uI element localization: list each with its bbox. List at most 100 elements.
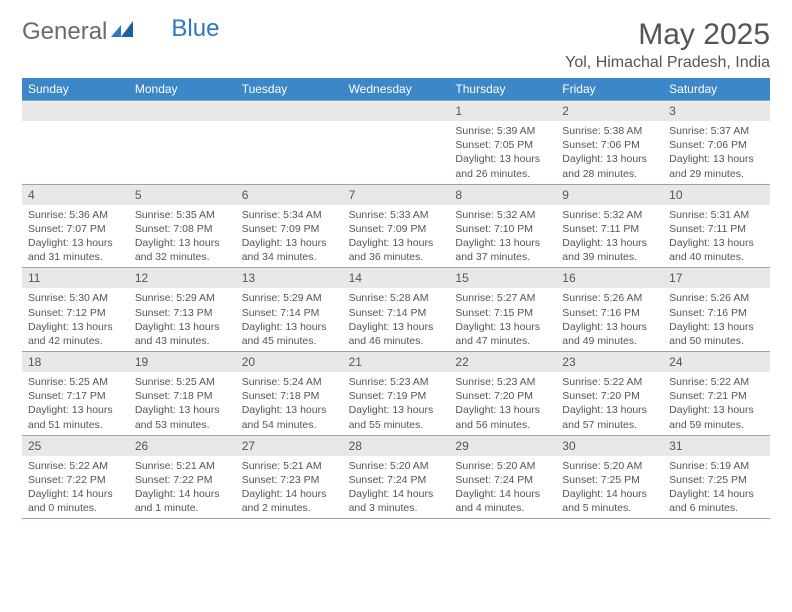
day-cell: 24Sunrise: 5:22 AMSunset: 7:21 PMDayligh… xyxy=(663,352,770,435)
day-cell: 25Sunrise: 5:22 AMSunset: 7:22 PMDayligh… xyxy=(22,436,129,519)
day-cell xyxy=(343,101,450,184)
day-body: Sunrise: 5:20 AMSunset: 7:24 PMDaylight:… xyxy=(449,456,556,519)
weekday-cell: Monday xyxy=(129,78,236,100)
day-cell: 13Sunrise: 5:29 AMSunset: 7:14 PMDayligh… xyxy=(236,268,343,351)
logo: General Blue xyxy=(22,18,219,46)
day-body: Sunrise: 5:28 AMSunset: 7:14 PMDaylight:… xyxy=(343,288,450,351)
day-cell: 21Sunrise: 5:23 AMSunset: 7:19 PMDayligh… xyxy=(343,352,450,435)
day-cell: 23Sunrise: 5:22 AMSunset: 7:20 PMDayligh… xyxy=(556,352,663,435)
day-number: 2 xyxy=(556,101,663,121)
day-number: 22 xyxy=(449,352,556,372)
day-number: 14 xyxy=(343,268,450,288)
day-cell: 28Sunrise: 5:20 AMSunset: 7:24 PMDayligh… xyxy=(343,436,450,519)
day-cell: 3Sunrise: 5:37 AMSunset: 7:06 PMDaylight… xyxy=(663,101,770,184)
day-cell: 15Sunrise: 5:27 AMSunset: 7:15 PMDayligh… xyxy=(449,268,556,351)
day-cell: 27Sunrise: 5:21 AMSunset: 7:23 PMDayligh… xyxy=(236,436,343,519)
day-cell: 11Sunrise: 5:30 AMSunset: 7:12 PMDayligh… xyxy=(22,268,129,351)
day-number: 28 xyxy=(343,436,450,456)
day-cell: 10Sunrise: 5:31 AMSunset: 7:11 PMDayligh… xyxy=(663,185,770,268)
day-body: Sunrise: 5:26 AMSunset: 7:16 PMDaylight:… xyxy=(556,288,663,351)
week-row: 25Sunrise: 5:22 AMSunset: 7:22 PMDayligh… xyxy=(22,436,770,520)
day-number: 6 xyxy=(236,185,343,205)
week-row: 18Sunrise: 5:25 AMSunset: 7:17 PMDayligh… xyxy=(22,352,770,436)
day-body: Sunrise: 5:32 AMSunset: 7:10 PMDaylight:… xyxy=(449,205,556,268)
day-number: 29 xyxy=(449,436,556,456)
day-body: Sunrise: 5:24 AMSunset: 7:18 PMDaylight:… xyxy=(236,372,343,435)
day-body: Sunrise: 5:37 AMSunset: 7:06 PMDaylight:… xyxy=(663,121,770,184)
day-number: 31 xyxy=(663,436,770,456)
day-body: Sunrise: 5:33 AMSunset: 7:09 PMDaylight:… xyxy=(343,205,450,268)
day-cell: 19Sunrise: 5:25 AMSunset: 7:18 PMDayligh… xyxy=(129,352,236,435)
day-body: Sunrise: 5:34 AMSunset: 7:09 PMDaylight:… xyxy=(236,205,343,268)
day-cell: 7Sunrise: 5:33 AMSunset: 7:09 PMDaylight… xyxy=(343,185,450,268)
day-cell xyxy=(129,101,236,184)
day-body: Sunrise: 5:35 AMSunset: 7:08 PMDaylight:… xyxy=(129,205,236,268)
day-number: 3 xyxy=(663,101,770,121)
day-number: 9 xyxy=(556,185,663,205)
day-number: 7 xyxy=(343,185,450,205)
day-body: Sunrise: 5:22 AMSunset: 7:22 PMDaylight:… xyxy=(22,456,129,519)
day-body: Sunrise: 5:38 AMSunset: 7:06 PMDaylight:… xyxy=(556,121,663,184)
weekday-cell: Friday xyxy=(556,78,663,100)
day-number: 17 xyxy=(663,268,770,288)
month-title: May 2025 xyxy=(565,18,770,52)
day-number: 13 xyxy=(236,268,343,288)
day-number: 23 xyxy=(556,352,663,372)
day-body: Sunrise: 5:19 AMSunset: 7:25 PMDaylight:… xyxy=(663,456,770,519)
day-body: Sunrise: 5:21 AMSunset: 7:22 PMDaylight:… xyxy=(129,456,236,519)
day-body: Sunrise: 5:21 AMSunset: 7:23 PMDaylight:… xyxy=(236,456,343,519)
day-number: 25 xyxy=(22,436,129,456)
day-number: 30 xyxy=(556,436,663,456)
day-number: 11 xyxy=(22,268,129,288)
weekday-cell: Tuesday xyxy=(236,78,343,100)
day-cell: 18Sunrise: 5:25 AMSunset: 7:17 PMDayligh… xyxy=(22,352,129,435)
day-number: 15 xyxy=(449,268,556,288)
day-cell: 8Sunrise: 5:32 AMSunset: 7:10 PMDaylight… xyxy=(449,185,556,268)
day-body: Sunrise: 5:25 AMSunset: 7:18 PMDaylight:… xyxy=(129,372,236,435)
day-number: 16 xyxy=(556,268,663,288)
day-cell: 6Sunrise: 5:34 AMSunset: 7:09 PMDaylight… xyxy=(236,185,343,268)
empty-day-header xyxy=(236,101,343,121)
day-number: 12 xyxy=(129,268,236,288)
day-number: 18 xyxy=(22,352,129,372)
day-cell: 14Sunrise: 5:28 AMSunset: 7:14 PMDayligh… xyxy=(343,268,450,351)
day-body: Sunrise: 5:20 AMSunset: 7:24 PMDaylight:… xyxy=(343,456,450,519)
day-number: 26 xyxy=(129,436,236,456)
day-cell: 20Sunrise: 5:24 AMSunset: 7:18 PMDayligh… xyxy=(236,352,343,435)
day-body: Sunrise: 5:25 AMSunset: 7:17 PMDaylight:… xyxy=(22,372,129,435)
day-body: Sunrise: 5:22 AMSunset: 7:21 PMDaylight:… xyxy=(663,372,770,435)
day-body: Sunrise: 5:20 AMSunset: 7:25 PMDaylight:… xyxy=(556,456,663,519)
day-cell: 16Sunrise: 5:26 AMSunset: 7:16 PMDayligh… xyxy=(556,268,663,351)
day-number: 27 xyxy=(236,436,343,456)
empty-day-header xyxy=(22,101,129,121)
day-cell: 1Sunrise: 5:39 AMSunset: 7:05 PMDaylight… xyxy=(449,101,556,184)
logo-icon xyxy=(111,18,137,46)
day-number: 5 xyxy=(129,185,236,205)
weekday-cell: Sunday xyxy=(22,78,129,100)
day-number: 4 xyxy=(22,185,129,205)
day-body: Sunrise: 5:36 AMSunset: 7:07 PMDaylight:… xyxy=(22,205,129,268)
day-body: Sunrise: 5:32 AMSunset: 7:11 PMDaylight:… xyxy=(556,205,663,268)
day-body: Sunrise: 5:27 AMSunset: 7:15 PMDaylight:… xyxy=(449,288,556,351)
day-cell: 5Sunrise: 5:35 AMSunset: 7:08 PMDaylight… xyxy=(129,185,236,268)
location: Yol, Himachal Pradesh, India xyxy=(565,54,770,72)
day-cell: 4Sunrise: 5:36 AMSunset: 7:07 PMDaylight… xyxy=(22,185,129,268)
day-number: 10 xyxy=(663,185,770,205)
day-body: Sunrise: 5:39 AMSunset: 7:05 PMDaylight:… xyxy=(449,121,556,184)
day-cell: 12Sunrise: 5:29 AMSunset: 7:13 PMDayligh… xyxy=(129,268,236,351)
day-number: 24 xyxy=(663,352,770,372)
day-cell: 26Sunrise: 5:21 AMSunset: 7:22 PMDayligh… xyxy=(129,436,236,519)
day-number: 19 xyxy=(129,352,236,372)
day-body: Sunrise: 5:30 AMSunset: 7:12 PMDaylight:… xyxy=(22,288,129,351)
weekday-cell: Wednesday xyxy=(343,78,450,100)
day-number: 1 xyxy=(449,101,556,121)
empty-day-header xyxy=(129,101,236,121)
day-cell: 30Sunrise: 5:20 AMSunset: 7:25 PMDayligh… xyxy=(556,436,663,519)
day-body: Sunrise: 5:23 AMSunset: 7:19 PMDaylight:… xyxy=(343,372,450,435)
calendar: SundayMondayTuesdayWednesdayThursdayFrid… xyxy=(22,78,770,519)
day-body: Sunrise: 5:29 AMSunset: 7:14 PMDaylight:… xyxy=(236,288,343,351)
logo-text-1: General xyxy=(22,18,107,46)
day-cell: 9Sunrise: 5:32 AMSunset: 7:11 PMDaylight… xyxy=(556,185,663,268)
week-row: 11Sunrise: 5:30 AMSunset: 7:12 PMDayligh… xyxy=(22,268,770,352)
day-body: Sunrise: 5:23 AMSunset: 7:20 PMDaylight:… xyxy=(449,372,556,435)
